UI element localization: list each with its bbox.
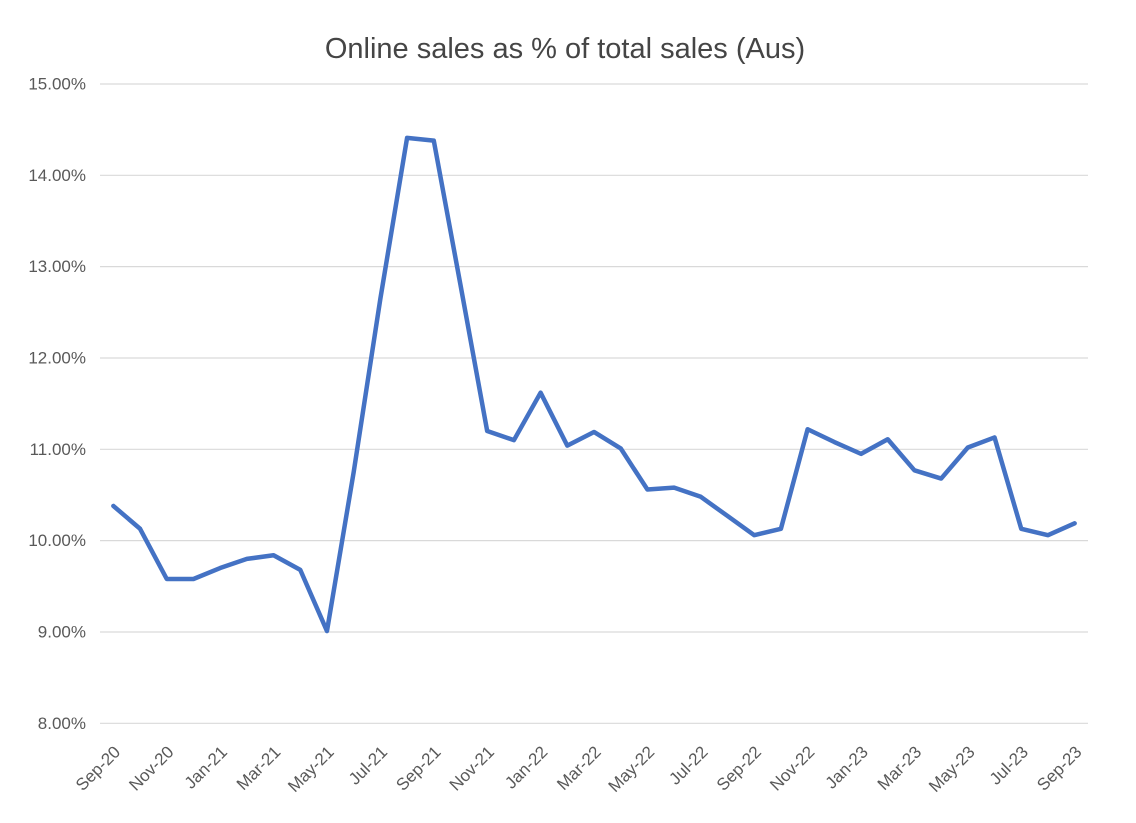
x-axis-label: Sep-20 — [72, 742, 124, 794]
x-axis-label: Nov-21 — [446, 742, 498, 794]
x-axis-label: Sep-23 — [1033, 742, 1085, 794]
x-axis-label: May-22 — [605, 742, 659, 796]
chart-title: Online sales as % of total sales (Aus) — [325, 33, 805, 65]
x-axis-label: Nov-22 — [766, 742, 818, 794]
x-axis-label: Sep-22 — [713, 742, 765, 794]
data-series — [111, 135, 1077, 634]
y-axis-label: 13.00% — [28, 257, 86, 276]
x-axis-label: Jul-23 — [986, 742, 1032, 788]
x-axis-label: May-23 — [925, 742, 979, 796]
x-axis-label: Jul-21 — [345, 742, 391, 788]
y-axis-label: 9.00% — [38, 622, 86, 641]
x-axis-label: Jan-23 — [822, 742, 872, 792]
y-axis-label: 14.00% — [28, 166, 86, 185]
x-axis-label: Jan-21 — [181, 742, 231, 792]
x-axis-label: May-21 — [284, 742, 338, 796]
x-axis-label: Mar-21 — [233, 742, 285, 794]
x-axis-label: Mar-22 — [553, 742, 605, 794]
y-axis-label: 8.00% — [38, 714, 86, 733]
x-axis-labels: Sep-20 Nov-20 Jan-21 Mar-21 May-21 Jul-21 Sep-… — [72, 742, 1086, 796]
x-axis-label: Nov-20 — [125, 742, 177, 794]
y-axis-labels: 15.00% 14.00% 13.00% 12.00% 11.00% 10.00% 9.00… — [28, 75, 86, 733]
x-axis-label: Jan-22 — [501, 742, 551, 792]
x-axis-label: Sep-21 — [392, 742, 444, 794]
x-axis-label: Jul-22 — [665, 742, 711, 788]
x-axis-label: Mar-23 — [874, 742, 926, 794]
series-line — [111, 135, 1077, 634]
y-axis-label: 15.00% — [28, 75, 86, 94]
gridlines — [100, 83, 1088, 724]
y-axis-label: 12.00% — [28, 348, 86, 367]
y-axis-label: 10.00% — [28, 531, 86, 550]
y-axis-label: 11.00% — [30, 440, 86, 459]
